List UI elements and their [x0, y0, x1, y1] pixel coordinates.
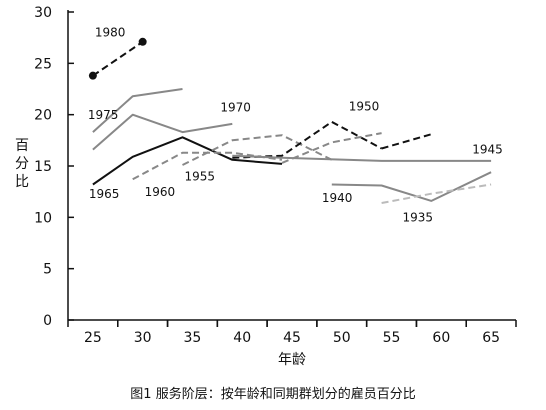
x-tick-label: 45	[283, 330, 301, 346]
series-label-1945: 1945	[472, 143, 503, 157]
series-point-1980	[138, 37, 147, 46]
x-axis-title: 年龄	[278, 352, 306, 368]
y-tick-label: 5	[43, 262, 52, 278]
y-tick-label: 25	[34, 56, 52, 72]
series-label-1965: 1965	[89, 187, 120, 201]
x-tick-label: 55	[383, 330, 401, 346]
y-tick-label: 30	[34, 5, 52, 21]
y-tick-label: 10	[34, 210, 52, 226]
series-label-1935: 1935	[403, 210, 434, 224]
x-tick-label: 25	[84, 330, 102, 346]
series-line-1975	[92, 88, 183, 133]
series-line-8	[281, 132, 382, 164]
x-tick-label: 50	[333, 330, 351, 346]
series-line-1955	[182, 134, 333, 166]
series-line-1945	[381, 133, 432, 150]
series-line-1940	[331, 171, 492, 202]
y-axis-title: 百分比	[15, 138, 29, 190]
x-tick-label: 65	[482, 330, 500, 346]
series-label-1975: 1975	[88, 108, 119, 122]
series-line-9	[232, 154, 492, 162]
series-label-1960: 1960	[145, 185, 176, 199]
series-labels: 1980 1975 1970 1965 1960 1955 1950 1945 1940 1935	[88, 26, 503, 225]
series-point-1980	[88, 71, 97, 80]
x-tick-label: 40	[233, 330, 251, 346]
series-line-1970	[92, 113, 233, 151]
series-label-1950: 1950	[349, 100, 380, 114]
x-tick-label: 30	[134, 330, 152, 346]
y-tick-label: 15	[34, 159, 52, 175]
y-tick-label: 20	[34, 108, 52, 124]
series-lines	[88, 37, 492, 204]
series-line-1935	[381, 183, 492, 204]
series-line-1965	[92, 136, 283, 186]
y-tick-label: 0	[43, 313, 52, 329]
series-label-1955: 1955	[184, 169, 215, 183]
x-tick-label: 60	[432, 330, 450, 346]
axes: 0 5 10 15 20 25 30 25 30 35 40 45 50 55 60 65	[34, 5, 517, 346]
x-tick-label: 35	[184, 330, 202, 346]
figure-caption: 图1 服务阶层：按年龄和同期群划分的雇员百分比	[130, 386, 415, 402]
series-label-1940: 1940	[322, 191, 353, 205]
series-label-1980: 1980	[95, 26, 126, 40]
series-label-1970: 1970	[220, 101, 251, 115]
series-line-1980	[92, 40, 144, 77]
